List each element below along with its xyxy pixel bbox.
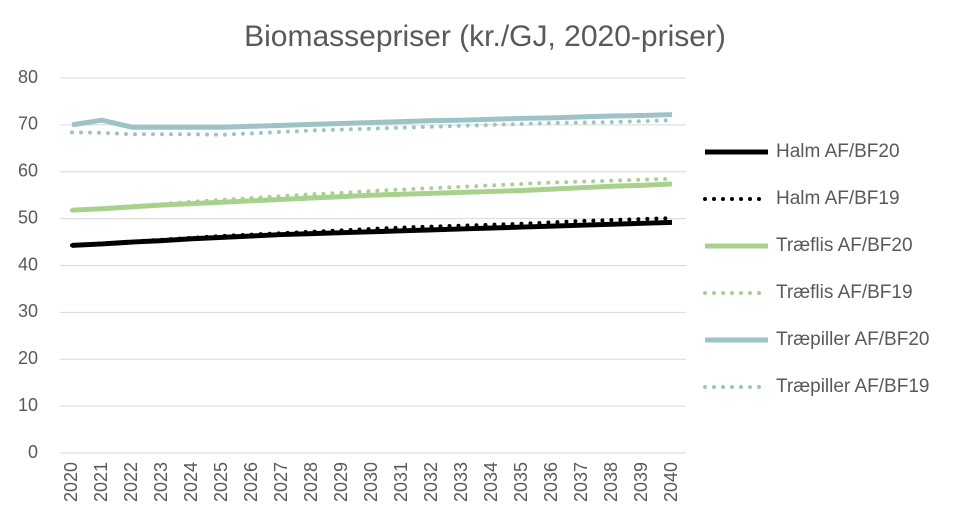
x-tick-label: 2032 xyxy=(421,462,441,502)
y-tick-label: 40 xyxy=(18,254,38,274)
legend-label: Træflis AF/BF19 xyxy=(776,282,913,303)
x-tick-label: 2031 xyxy=(391,462,411,502)
x-tick-label: 2025 xyxy=(211,462,231,502)
x-tick-label: 2038 xyxy=(601,462,621,502)
y-tick-label: 10 xyxy=(18,395,38,415)
x-tick-label: 2037 xyxy=(571,462,591,502)
legend-label: Træpiller AF/BF19 xyxy=(776,376,929,397)
x-tick-label: 2034 xyxy=(481,462,501,502)
x-tick-label: 2021 xyxy=(91,462,111,502)
chart-title: Biomassepriser (kr./GJ, 2020-priser) xyxy=(244,20,726,53)
x-tick-label: 2027 xyxy=(271,462,291,502)
x-tick-label: 2033 xyxy=(451,462,471,502)
y-tick-label: 60 xyxy=(18,161,38,181)
x-tick-label: 2028 xyxy=(301,462,321,502)
y-tick-label: 0 xyxy=(28,442,38,462)
x-tick-label: 2023 xyxy=(151,462,171,502)
series-line xyxy=(71,181,673,213)
x-tick-label: 2024 xyxy=(181,462,201,502)
x-tick-label: 2030 xyxy=(361,462,381,502)
y-tick-label: 20 xyxy=(18,348,38,368)
x-tick-label: 2029 xyxy=(331,462,351,502)
x-tick-label: 2022 xyxy=(121,462,141,502)
x-tick-label: 2039 xyxy=(631,462,651,502)
legend-label: Halm AF/BF20 xyxy=(776,141,900,162)
y-tick-label: 80 xyxy=(18,67,38,87)
x-tick-label: 2026 xyxy=(241,462,261,502)
series-line xyxy=(70,118,674,137)
x-tick-label: 2036 xyxy=(541,462,561,502)
series-line xyxy=(71,219,673,248)
x-tick-label: 2035 xyxy=(511,462,531,502)
y-tick-label: 70 xyxy=(18,114,38,134)
legend-label: Træpiller AF/BF20 xyxy=(776,329,929,350)
series-line xyxy=(70,176,674,213)
series-line xyxy=(70,216,674,248)
series-line xyxy=(71,112,673,130)
x-tick-label: 2040 xyxy=(661,462,681,502)
legend-label: Halm AF/BF19 xyxy=(776,188,900,209)
legend-label: Træflis AF/BF20 xyxy=(776,235,913,256)
y-tick-label: 50 xyxy=(18,207,38,227)
x-tick-label: 2020 xyxy=(61,462,81,502)
y-tick-label: 30 xyxy=(18,301,38,321)
